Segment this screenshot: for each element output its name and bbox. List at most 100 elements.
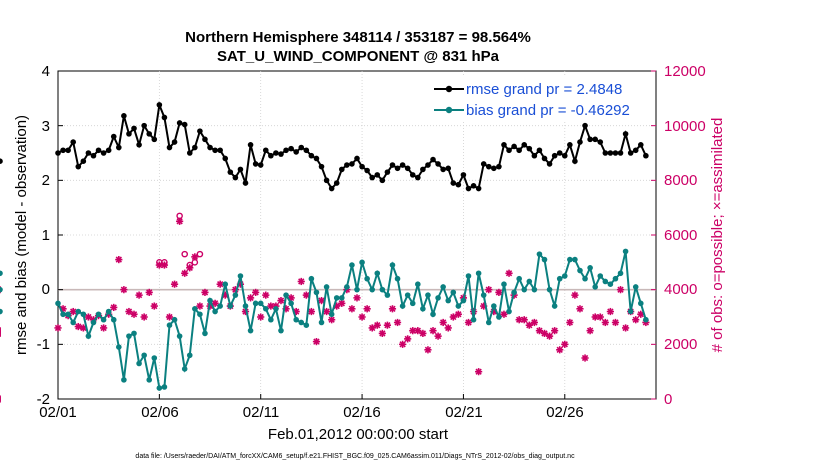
rmse-point [561, 152, 568, 159]
rmse-point [485, 163, 492, 170]
bias-point [637, 300, 644, 307]
x-axis-label: Feb.01,2012 00:00:00 start [268, 426, 449, 443]
bias-point [349, 262, 355, 268]
bias-point [323, 284, 330, 290]
obs-assimilated-marker [312, 338, 321, 346]
rmse-point [75, 163, 82, 170]
rmse-point [415, 174, 421, 181]
obs-assimilated-marker [556, 346, 564, 354]
rmse-point [587, 136, 593, 143]
obs-assimilated-marker [74, 322, 82, 331]
obs-assimilated-marker [307, 307, 315, 316]
rmse-point [186, 150, 193, 156]
bias-point [632, 284, 639, 290]
bias-point [161, 384, 168, 390]
obs-assimilated-marker [581, 354, 589, 362]
obs-assimilated-marker [545, 332, 554, 340]
bias-point [430, 311, 436, 318]
bias-point [262, 306, 269, 312]
bias-point [252, 300, 259, 307]
x-tick-label: 02/21 [445, 404, 483, 421]
rmse-point [556, 150, 563, 156]
bias-point [521, 286, 528, 293]
rmse-point [247, 142, 254, 148]
rmse-point [379, 177, 386, 184]
rmse-point [617, 150, 624, 156]
y2-tick-label: 4000 [664, 281, 697, 298]
bias-point [131, 330, 137, 337]
bias-point [136, 360, 142, 367]
bias-point [409, 300, 416, 307]
bias-point [338, 295, 345, 301]
bias-point [435, 295, 441, 301]
bias-point [354, 286, 360, 293]
bias-point [536, 251, 543, 257]
rmse-point [622, 131, 629, 137]
obs-assimilated-marker [429, 327, 437, 335]
rmse-point [394, 165, 401, 172]
bias-point [318, 319, 325, 326]
bias-point [389, 262, 396, 268]
obs-assimilated-marker [551, 327, 559, 335]
obs-assimilated-marker [540, 329, 549, 337]
bias-point [247, 327, 254, 334]
rmse-point [313, 155, 320, 162]
bias-point [359, 259, 365, 266]
bias-point [379, 286, 386, 293]
rmse-point [445, 165, 452, 172]
rmse-point [328, 185, 335, 192]
rmse-point [612, 150, 619, 156]
bias-point [70, 319, 77, 326]
bias-point [460, 297, 467, 304]
bias-point [546, 286, 553, 293]
obs-assimilated-marker [181, 269, 189, 277]
bias-point [141, 352, 147, 359]
bias-point [592, 284, 598, 290]
rmse-point [384, 169, 391, 175]
y2-tick-label: 8000 [664, 172, 697, 189]
obs-assimilated-marker [338, 299, 346, 307]
bias-point [622, 248, 629, 255]
bias-point [450, 289, 457, 296]
bias-point [100, 316, 107, 323]
bias-point [597, 273, 604, 279]
obs-assimilated-marker [485, 286, 493, 294]
bias-point [227, 303, 234, 309]
bias-point [480, 292, 487, 298]
rmse-point [227, 169, 234, 175]
bias-point [394, 275, 401, 282]
bias-point [0, 270, 3, 277]
bias-point [171, 316, 178, 323]
bias-point [556, 275, 563, 282]
obs-assimilated-marker [125, 307, 133, 316]
obs-assimilated-marker [196, 302, 204, 310]
bias-point [65, 311, 71, 318]
obs-assimilated-marker [414, 327, 422, 335]
rmse-point [577, 139, 583, 145]
rmse-point [602, 150, 609, 156]
rmse-point [425, 162, 431, 168]
legend: rmse grand pr = 2.4848 bias grand pr = -… [428, 76, 654, 120]
obs-assimilated-marker [449, 313, 457, 321]
bias-point [85, 333, 92, 339]
rmse-point [632, 147, 639, 154]
rmse-point [521, 142, 528, 148]
rmse-point [637, 142, 644, 148]
obs-assimilated-marker [378, 329, 386, 337]
obs-assimilated-marker [176, 217, 184, 225]
bias-point [146, 377, 153, 383]
bias-point [511, 289, 517, 296]
obs-possible-marker [176, 212, 183, 220]
rmse-point [70, 139, 77, 145]
rmse-point [121, 113, 127, 119]
y2-tick-label: 0 [664, 391, 672, 408]
rmse-point [222, 155, 229, 162]
rmse-point [298, 144, 305, 151]
bias-point [186, 352, 193, 359]
obs-assimilated-marker [211, 299, 219, 307]
rmse-point [516, 147, 522, 154]
obs-possible-marker [186, 261, 194, 269]
obs-assimilated-marker [150, 302, 158, 310]
x-tick-label: 02/16 [343, 404, 381, 421]
obs-assimilated-marker [368, 324, 376, 332]
